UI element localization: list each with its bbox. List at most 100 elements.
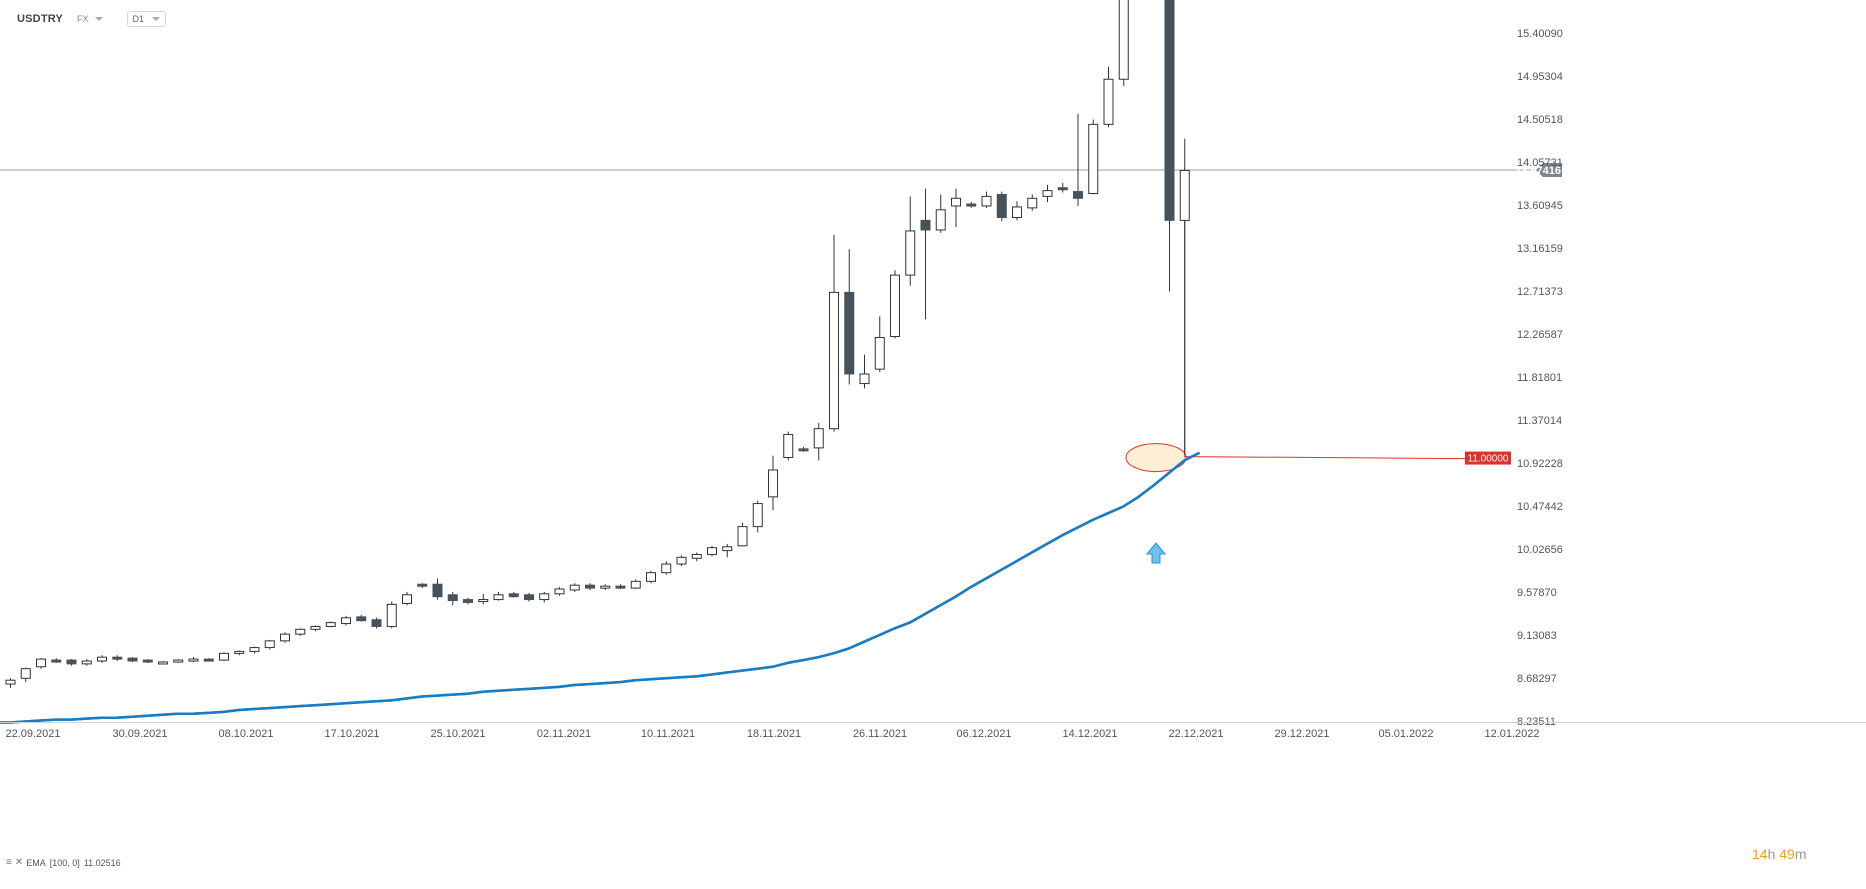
candle[interactable] (310, 625, 321, 632)
candle[interactable] (356, 614, 367, 622)
candle[interactable] (20, 667, 31, 683)
candle[interactable] (905, 196, 916, 286)
candle[interactable] (142, 659, 153, 663)
candle[interactable] (1088, 119, 1099, 195)
candle[interactable] (752, 500, 763, 533)
candle[interactable] (935, 194, 946, 233)
candle[interactable] (646, 570, 656, 584)
candle[interactable] (768, 455, 778, 511)
candle[interactable] (97, 655, 107, 663)
candle[interactable] (81, 659, 92, 666)
candle[interactable] (630, 579, 641, 590)
candle[interactable] (722, 543, 733, 558)
candle-body-up (539, 593, 550, 601)
candle[interactable] (981, 191, 992, 208)
candle[interactable] (5, 678, 16, 688)
candle[interactable] (36, 658, 46, 669)
candle-body-up (768, 469, 778, 498)
candle[interactable] (890, 270, 900, 339)
candle[interactable] (829, 234, 839, 432)
candle[interactable] (661, 561, 672, 575)
candle[interactable] (539, 591, 550, 603)
candle-body-up (1103, 78, 1114, 125)
candle[interactable] (219, 652, 229, 662)
candle[interactable] (386, 601, 397, 629)
candle[interactable] (341, 615, 351, 626)
timeframe-selector[interactable]: D1 (126, 11, 167, 27)
candle[interactable] (737, 522, 748, 547)
candle-body-up (1088, 123, 1099, 194)
candle[interactable] (51, 658, 62, 663)
candle[interactable] (1012, 201, 1022, 221)
candle[interactable] (295, 628, 306, 637)
candle[interactable] (996, 191, 1007, 222)
candle[interactable] (127, 657, 138, 662)
close-icon[interactable]: ✕ (14, 857, 24, 868)
candle-body-up (295, 628, 306, 635)
candle[interactable] (859, 354, 870, 389)
time-axis[interactable]: 22.09.2021 30.09.2021 08.10.2021 17.10.2021… (0, 722, 1866, 741)
candle-countdown: 14h 49m (1752, 846, 1807, 862)
candle[interactable] (1057, 182, 1068, 193)
alert-badge-bg (1465, 451, 1511, 465)
symbol-label[interactable]: USDTRY (17, 13, 64, 25)
candle[interactable] (417, 583, 428, 589)
candle-body-up (158, 661, 168, 665)
candle-body-up (905, 230, 916, 276)
candle[interactable] (615, 584, 626, 590)
candle[interactable] (249, 646, 260, 654)
alert-price-badge[interactable]: 11.00000 (1465, 451, 1511, 465)
candle[interactable] (493, 591, 504, 601)
candle[interactable] (112, 655, 123, 662)
candle[interactable] (203, 658, 214, 662)
candle[interactable] (569, 583, 580, 592)
current-price-badge[interactable]: 13.97416 (1515, 163, 1562, 178)
time-tick-label: 29.12.2021 (1274, 728, 1329, 740)
candle[interactable] (600, 584, 611, 590)
candle[interactable] (280, 632, 290, 643)
candle-body-up (5, 679, 16, 685)
candle[interactable] (1042, 184, 1053, 203)
candle[interactable] (920, 188, 931, 320)
candle[interactable] (1073, 113, 1083, 206)
candle[interactable] (813, 422, 824, 461)
chevron-down-icon[interactable] (94, 17, 103, 21)
candle[interactable] (478, 593, 489, 605)
candle[interactable] (158, 661, 168, 665)
candle[interactable] (676, 555, 687, 566)
candle[interactable] (707, 545, 717, 557)
candle[interactable] (585, 583, 595, 590)
countdown-hours: 14 (1752, 846, 1768, 862)
price-axis[interactable]: 8.235118.682979.130839.5787010.0265610.4… (1517, 0, 1563, 728)
ema-line[interactable] (0, 451, 1201, 724)
candle[interactable] (234, 650, 245, 656)
candle[interactable] (264, 639, 275, 650)
candle[interactable] (844, 249, 855, 385)
candle[interactable] (371, 617, 382, 629)
candle[interactable] (554, 587, 565, 596)
candle[interactable] (783, 431, 794, 461)
candle[interactable] (874, 316, 885, 373)
candle[interactable] (463, 597, 473, 605)
candle[interactable] (447, 591, 458, 606)
candle[interactable] (1118, 0, 1129, 86)
candle[interactable] (432, 578, 443, 600)
candle[interactable] (325, 621, 336, 628)
candle[interactable] (1164, 0, 1175, 292)
candle[interactable] (173, 659, 184, 663)
candle[interactable] (66, 659, 77, 666)
candle[interactable] (1103, 66, 1114, 128)
candle[interactable] (524, 592, 534, 602)
candle[interactable] (188, 657, 199, 662)
candle[interactable] (508, 591, 519, 598)
candle[interactable] (402, 591, 412, 606)
candle[interactable] (798, 446, 809, 452)
candle[interactable] (966, 202, 977, 208)
candle[interactable] (1027, 194, 1038, 211)
candle[interactable] (691, 552, 702, 562)
candle[interactable] (951, 188, 961, 228)
settings-icon[interactable]: ≡ (6, 857, 12, 868)
candle-body-up (325, 622, 336, 627)
arrow-up-shape (1145, 542, 1167, 564)
